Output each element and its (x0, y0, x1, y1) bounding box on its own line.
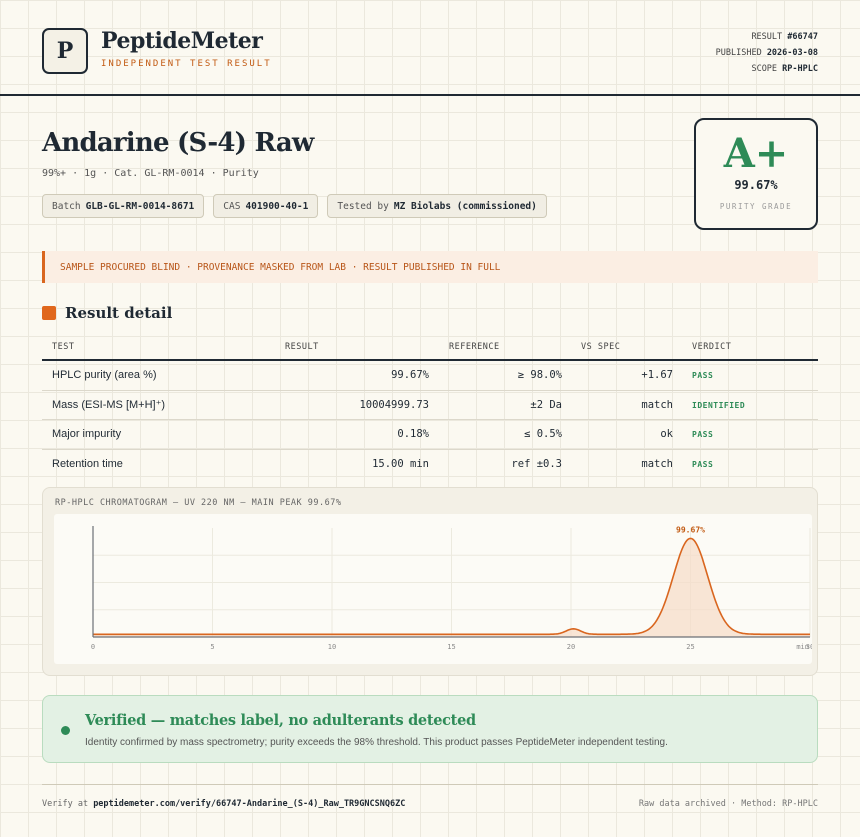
table-row: Retention time 15.00 min ref ±0.3 match … (42, 450, 818, 480)
tested-value: MZ Biolabs (commissioned) (393, 200, 537, 212)
chart-area: 0 5 10 15 20 25 30min 99.67% (54, 514, 812, 664)
verified-dot-icon (61, 726, 70, 735)
cell-reference: ≤ 0.5% (524, 428, 562, 440)
x-tick-label: 10 (328, 643, 336, 651)
cell-test: Major impurity (52, 428, 122, 440)
product-chips: Batch GLB-GL-RM-0014-8671 CAS 401900-40-1 … (42, 194, 547, 218)
x-tick-label: 15 (447, 643, 455, 651)
footer-method: Raw data archived · Method: RP-HPLC (638, 799, 818, 809)
table-row: Mass (ESI-MS [M+H]⁺) 10004999.73 ±2 Da m… (42, 391, 818, 420)
footer-divider (42, 784, 818, 785)
result-table: TEST RESULT REFERENCE VS SPEC VERDICT HP… (42, 338, 818, 479)
cell-test: HPLC purity (area %) (52, 369, 157, 381)
series-line (93, 537, 810, 636)
verify-link[interactable]: peptidemeter.com/verify/66747-Andarine_(… (93, 799, 406, 809)
brand-name: PeptideMeter (101, 28, 263, 54)
cas-label: CAS (223, 200, 241, 212)
cell-verdict: IDENTIFIED (692, 400, 746, 410)
published-date: 2026-03-08 (766, 48, 818, 58)
header-verdict: VERDICT (692, 342, 732, 352)
header-test: TEST (52, 342, 75, 352)
header-result: RESULT (285, 342, 319, 352)
cell-test: Mass (ESI-MS [M+H]⁺) (52, 398, 166, 411)
grade-letter: A+ (723, 130, 789, 177)
cas-value: 401900-40-1 (245, 200, 309, 212)
batch-value: GLB-GL-RM-0014-8671 (85, 200, 195, 212)
page-header: P PeptideMeter INDEPENDENT TEST RESULT R… (0, 0, 860, 96)
result-meta: RESULT #66747 PUBLISHED 2026-03-08 SCOPE… (716, 29, 818, 77)
scope-label: SCOPE (751, 64, 778, 74)
x-tick-label: 25 (686, 643, 694, 651)
cell-reference: ref ±0.3 (511, 457, 562, 470)
result-label: RESULT (751, 32, 783, 42)
cell-reference: ≥ 98.0% (517, 369, 562, 381)
header-vs-spec: VS SPEC (581, 342, 621, 352)
product-subline: 99%+ · 1g · Cat. GL-RM-0014 · Purity (42, 168, 259, 179)
result-id: #66747 (787, 32, 818, 42)
cell-result: 10004999.73 (359, 398, 429, 411)
verified-title: Verified — matches label, no adulterants… (85, 712, 476, 729)
grade-value: 99.67% (734, 178, 778, 192)
published-label: PUBLISHED (715, 48, 762, 58)
chart-title: RP-HPLC CHROMATOGRAM — UV 220 NM — MAIN … (55, 498, 342, 508)
cell-verdict: PASS (692, 430, 714, 439)
cell-verdict: PASS (692, 371, 714, 380)
scope-value: RP-HPLC (782, 64, 818, 74)
cell-reference: ±2 Da (530, 398, 562, 411)
logo-letter: P (56, 38, 74, 64)
batch-chip: Batch GLB-GL-RM-0014-8671 (42, 194, 205, 218)
x-axis-unit: min (796, 643, 809, 651)
section-title: Result detail (65, 304, 173, 322)
cell-test: Retention time (52, 457, 123, 470)
section-marker-icon (42, 306, 56, 320)
chromatogram-chart: 0 5 10 15 20 25 30min 99.67% (91, 525, 812, 651)
verified-banner: Verified — matches label, no adulterants… (42, 695, 818, 763)
purity-grade-card: A+ 99.67% PURITY GRADE (694, 118, 818, 230)
x-tick-label: 30 (806, 643, 812, 651)
cell-verdict: PASS (692, 459, 714, 469)
cell-vs-spec: match (641, 398, 673, 411)
grade-label: PURITY GRADE (719, 202, 793, 211)
cell-result: 15.00 min (372, 457, 429, 470)
x-tick-label: 5 (210, 643, 214, 651)
table-row: HPLC purity (area %) 99.67% ≥ 98.0% +1.6… (42, 361, 818, 391)
cell-vs-spec: match (641, 457, 673, 470)
verify-line: Verify at peptidemeter.com/verify/66747-… (42, 799, 405, 809)
peak-label: 99.67% (676, 525, 705, 534)
product-title: Andarine (S-4) Raw (42, 128, 314, 158)
x-tick-label: 0 (91, 643, 95, 651)
tested-label: Tested by (337, 200, 389, 212)
cell-vs-spec: ok (660, 428, 673, 440)
blind-sample-notice: SAMPLE PROCURED BLIND · PROVENANCE MASKE… (42, 251, 818, 283)
section-header: Result detail (42, 304, 172, 322)
cas-chip: CAS 401900-40-1 (213, 194, 319, 218)
verified-text: Identity confirmed by mass spectrometry;… (85, 737, 668, 748)
table-header: TEST RESULT REFERENCE VS SPEC VERDICT (42, 338, 818, 361)
batch-label: Batch (52, 200, 81, 212)
verify-label: Verify at (42, 799, 89, 809)
tested-by-chip: Tested by MZ Biolabs (commissioned) (327, 194, 547, 218)
chromatogram-card: RP-HPLC CHROMATOGRAM — UV 220 NM — MAIN … (42, 487, 818, 676)
logo: P (42, 28, 88, 74)
cell-result: 0.18% (397, 428, 429, 440)
cell-vs-spec: +1.67 (641, 369, 673, 381)
brand-subtitle: INDEPENDENT TEST RESULT (101, 59, 272, 69)
table-row: Major impurity 0.18% ≤ 0.5% ok PASS (42, 420, 818, 450)
x-tick-label: 20 (567, 643, 575, 651)
cell-result: 99.67% (391, 369, 429, 381)
header-reference: REFERENCE (449, 342, 500, 352)
